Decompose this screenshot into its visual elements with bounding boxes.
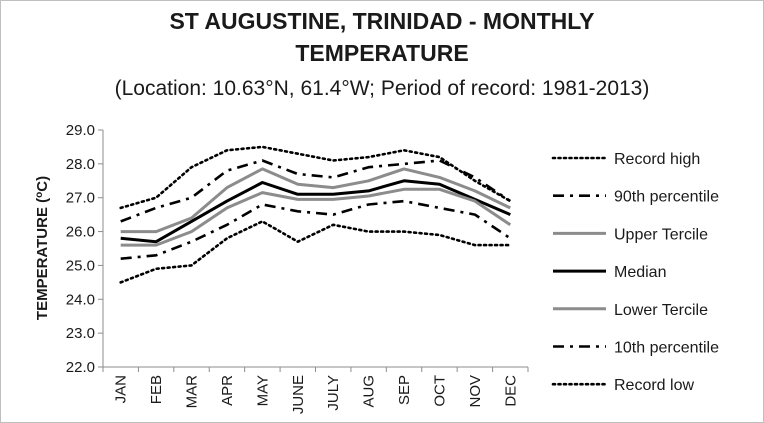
x-tick-label: APR <box>219 375 236 406</box>
series-line-record-high <box>119 145 512 210</box>
legend-label: Record high <box>614 151 700 168</box>
x-tick-label: JULY <box>325 375 342 411</box>
x-tick-label: OCT <box>431 375 448 407</box>
y-tick-label: 23.0 <box>66 325 95 342</box>
y-axis-label-end: C) <box>34 176 51 192</box>
y-axis-label-sup: o <box>34 192 45 198</box>
chart-legend: Record high 90th percentile Upper Tercile M… <box>551 151 719 394</box>
y-axis-label: TEMPERATURE (oC) <box>34 176 52 320</box>
x-tick-label: NOV <box>467 375 484 408</box>
chart-title-line1: ST AUGUSTINE, TRINIDAD - MONTHLY <box>169 8 595 34</box>
x-tick-label: SEP <box>396 375 413 405</box>
series-line-90th-percentile <box>120 159 512 223</box>
y-tick-label: 27.0 <box>66 190 95 207</box>
legend-label: Median <box>614 264 666 281</box>
legend-label: 10th percentile <box>614 340 719 357</box>
series-line-median <box>120 179 511 244</box>
x-tick-label: JAN <box>113 375 130 403</box>
series-line-record-low <box>119 220 512 284</box>
x-tick-label: MAY <box>254 375 271 406</box>
x-tick-label: FEB <box>148 375 165 404</box>
chart-title-line2: TEMPERATURE <box>295 40 469 66</box>
y-tick-label: 22.0 <box>66 359 95 376</box>
y-tick-label: 25.0 <box>66 257 95 274</box>
y-axis-label-main: TEMPERATURE ( <box>34 198 51 320</box>
x-tick-label: MAR <box>184 375 201 409</box>
y-tick-label: 26.0 <box>66 224 95 241</box>
x-tick-label: JUNE <box>290 375 307 414</box>
legend-label: Upper Tercile <box>614 226 708 243</box>
x-tick-label: DEC <box>502 375 519 407</box>
legend-label: Record low <box>614 377 694 394</box>
y-tick-label: 28.0 <box>66 156 95 173</box>
legend-label: 90th percentile <box>614 189 719 206</box>
chart-axes: 22.0 23.0 24.0 25.0 26.0 27.0 28.0 29.0 JAN FEB MA… <box>66 122 529 414</box>
y-tick-label: 29.0 <box>66 122 95 139</box>
series-line-10th-percentile <box>120 199 512 260</box>
chart-subtitle: (Location: 10.63°N, 61.4°W; Period of re… <box>114 77 650 100</box>
legend-label: Lower Tercile <box>614 302 708 319</box>
series-line-lower-tercile <box>120 187 512 247</box>
x-tick-label: AUG <box>361 375 378 408</box>
series-layer <box>119 145 512 284</box>
y-tick-label: 24.0 <box>66 291 95 308</box>
series-line-upper-tercile <box>120 167 511 234</box>
